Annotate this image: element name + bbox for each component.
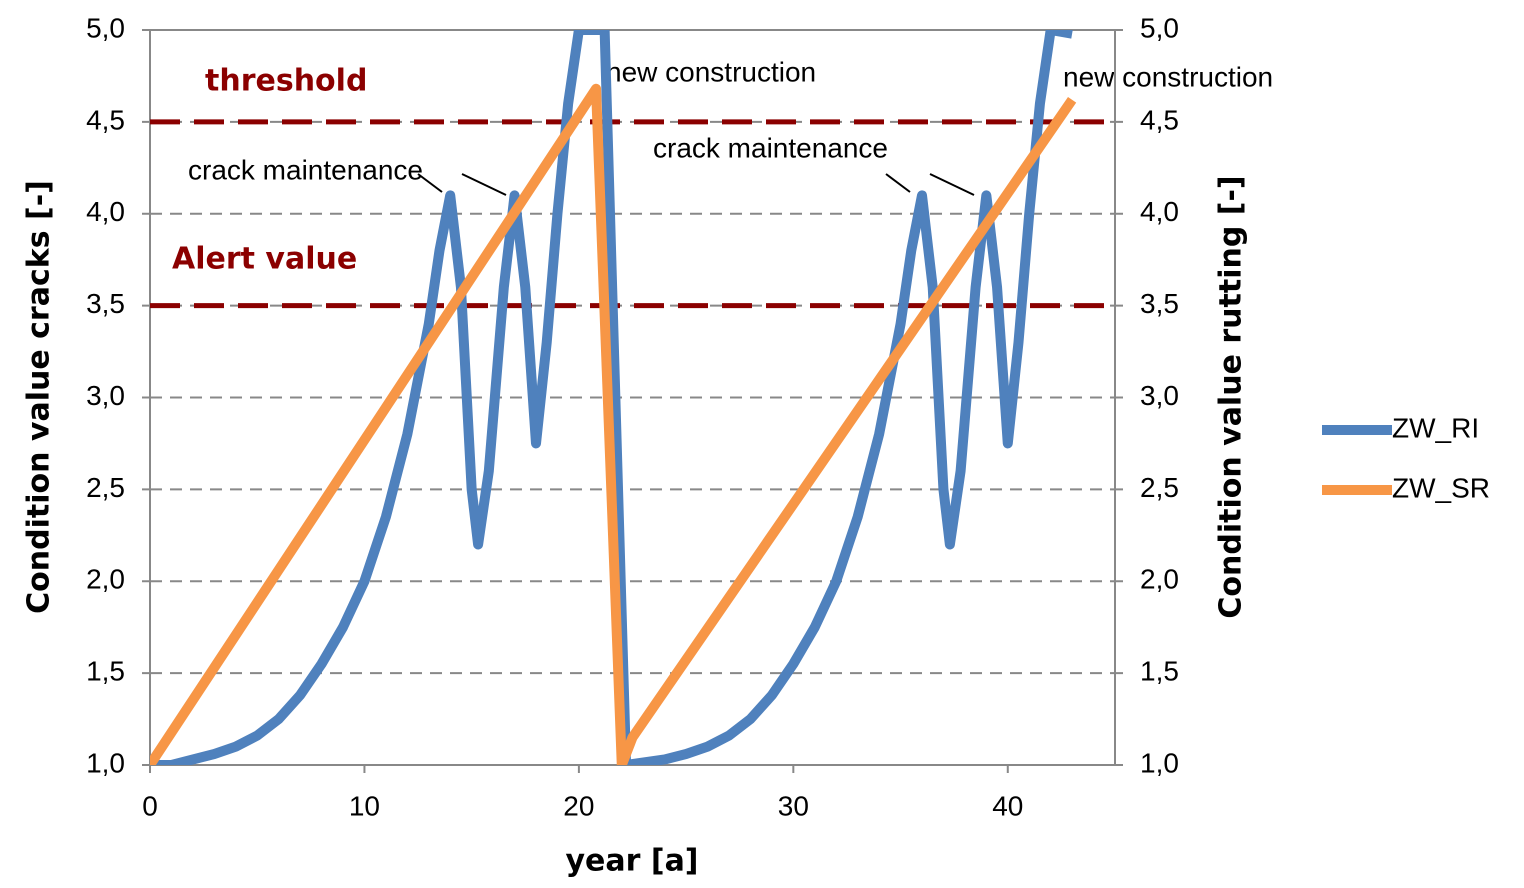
plot-area — [150, 30, 1077, 765]
y2-tick-label: 2,0 — [1140, 564, 1179, 595]
y-tick-label: 5,0 — [86, 12, 125, 43]
y2-tick-label: 4,0 — [1140, 196, 1179, 227]
x-tick-label: 10 — [349, 790, 380, 821]
leader-line — [461, 173, 507, 196]
y-tick-label: 3,0 — [86, 380, 125, 411]
y-tick-label: 2,5 — [86, 472, 125, 503]
annotation: new construction — [1063, 61, 1273, 92]
x-axis-title: year [a] — [565, 844, 698, 879]
y-axis-title: Condition value cracks [-] — [22, 180, 57, 614]
reference-label: Alert value — [172, 242, 357, 277]
leader-line — [885, 173, 911, 193]
y2-tick-label: 3,0 — [1140, 380, 1179, 411]
y2-tick-label: 1,0 — [1140, 747, 1179, 778]
y2-tick-label: 5,0 — [1140, 12, 1179, 43]
y-tick-label: 4,0 — [86, 196, 125, 227]
legend-label: ZW_RI — [1392, 412, 1479, 443]
x-tick-label: 20 — [563, 790, 594, 821]
leader-line — [417, 173, 443, 193]
y-tick-label: 2,0 — [86, 564, 125, 595]
series-line — [150, 30, 1073, 765]
annotation: crack maintenance — [188, 154, 423, 185]
y-tick-label: 3,5 — [86, 288, 125, 319]
y-tick-label: 1,0 — [86, 747, 125, 778]
y2-axis-title: Condition value rutting [-] — [1214, 175, 1249, 618]
annotation: crack maintenance — [653, 132, 888, 163]
y-tick-label: 1,5 — [86, 656, 125, 687]
legend-label: ZW_SR — [1392, 472, 1490, 503]
y2-tick-label: 1,5 — [1140, 656, 1179, 687]
x-tick-label: 0 — [142, 790, 158, 821]
y2-tick-label: 4,5 — [1140, 104, 1179, 135]
leader-line — [929, 173, 975, 196]
y2-tick-label: 2,5 — [1140, 472, 1179, 503]
x-tick-label: 30 — [778, 790, 809, 821]
x-tick-label: 40 — [992, 790, 1023, 821]
reference-label: threshold — [205, 64, 367, 99]
annotation: new construction — [606, 56, 816, 87]
y2-tick-label: 3,5 — [1140, 288, 1179, 319]
y-tick-label: 4,5 — [86, 104, 125, 135]
series-line — [150, 83, 1077, 765]
